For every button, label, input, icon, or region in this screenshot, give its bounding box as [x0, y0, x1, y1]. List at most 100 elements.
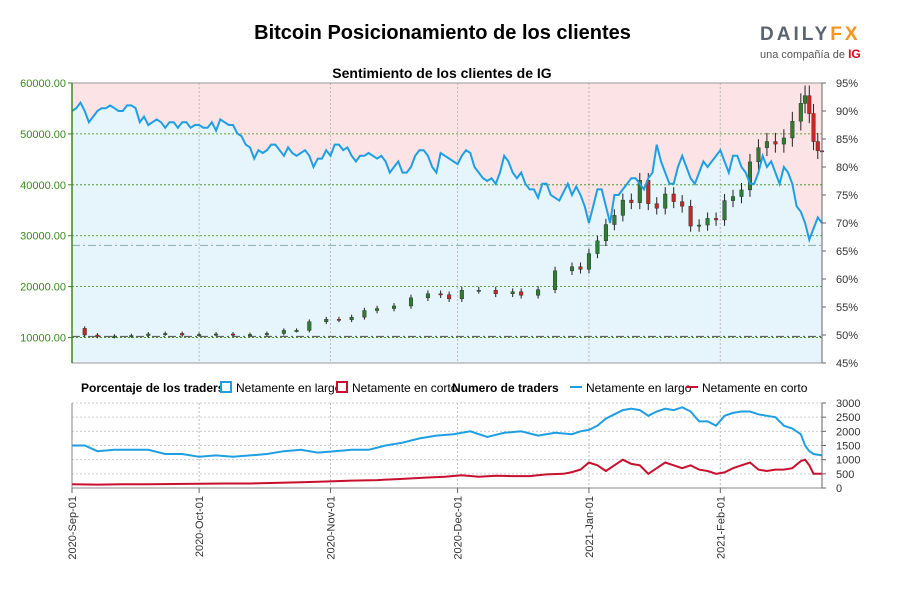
candle-body-47 — [688, 205, 693, 227]
sentiment-tick-label-4: 65% — [836, 246, 858, 258]
candle-body-2 — [95, 334, 100, 337]
chart-subtitle: Sentimiento de los clientes de IG — [332, 65, 551, 81]
sentiment-axis: 45% 50% 55% 60% 65% 70% 75% 80% 85% 90% 95% — [821, 78, 858, 370]
candle-body-33 — [570, 266, 575, 272]
candle-body-28 — [493, 290, 498, 294]
sentiment-tick-label-9: 90% — [836, 106, 858, 118]
legend-pct-heading: Porcentaje de los traders — [81, 381, 225, 395]
candle-body-1 — [82, 328, 87, 336]
candle-body-34 — [578, 266, 583, 270]
price-tick-label-0: 10000.00 — [20, 333, 66, 345]
sentiment-line — [71, 100, 823, 244]
date-tick-label-4: 2021-Jan-01 — [584, 496, 596, 558]
candle-body-5 — [146, 333, 151, 336]
candle-body-25 — [447, 294, 452, 300]
price-tick-label-2: 30000.00 — [20, 231, 66, 243]
candle-body-20 — [375, 308, 380, 311]
legend: Porcentaje de los traders Netamente en l… — [81, 381, 808, 395]
candle-body-32 — [553, 270, 558, 290]
candle-body-60 — [798, 103, 803, 122]
reference-lines — [72, 244, 822, 338]
candle-body-58 — [781, 137, 786, 145]
candle-body-43 — [654, 203, 659, 209]
candle-body-27 — [476, 290, 481, 292]
sentiment-tick-label-0: 45% — [836, 358, 858, 370]
candle-body-40 — [629, 199, 634, 203]
candle-body-15 — [307, 321, 312, 331]
date-tick-label-0: 2020-Sep-01 — [67, 496, 79, 560]
candle-body-6 — [163, 333, 168, 335]
sentiment-tick-label-3: 60% — [836, 274, 858, 286]
legend-pct-long: Netamente en largo — [236, 381, 342, 395]
candle-body-21 — [392, 305, 397, 309]
brand-logo-b: FX — [830, 24, 861, 45]
candle-body-13 — [281, 330, 286, 334]
traders-gridlines — [71, 402, 822, 489]
ig-mark: IG — [848, 47, 861, 61]
candle-body-56 — [764, 141, 769, 148]
candle-body-14 — [294, 330, 299, 332]
traders-short-line — [71, 458, 822, 486]
candle-body-3 — [112, 335, 117, 338]
date-tick-label-5: 2021-Feb-01 — [715, 496, 727, 559]
date-tick-label-1: 2020-Oct-01 — [194, 496, 206, 557]
candle-body-52 — [731, 196, 736, 201]
traders-tick-label-0: 0 — [836, 483, 842, 495]
candle-body-23 — [425, 293, 430, 299]
candle-body-9 — [214, 333, 219, 336]
candle-body-24 — [438, 293, 443, 296]
candle-body-31 — [536, 289, 541, 296]
sentiment-tick-label-10: 95% — [836, 78, 858, 90]
candle-body-62 — [807, 95, 812, 114]
candle-body-30 — [519, 291, 524, 296]
traders-tick-label-5: 2500 — [836, 412, 860, 424]
candle-body-55 — [756, 147, 761, 163]
candle-body-49 — [705, 218, 710, 226]
traders-tick-label-3: 1500 — [836, 441, 860, 453]
candle-body-22 — [408, 297, 413, 307]
price-tick-label-1: 20000.00 — [20, 282, 66, 294]
candle-body-38 — [612, 215, 617, 225]
page-title: Bitcoin Posicionamiento de los clientes — [254, 22, 631, 44]
candle-body-7 — [180, 333, 185, 336]
candle-body-51 — [722, 200, 727, 221]
candle-body-4 — [129, 335, 134, 337]
candle-body-11 — [247, 334, 252, 336]
candle-body-18 — [349, 316, 354, 320]
dailyfx-logo: DAILYFX una compañía de IG — [760, 24, 870, 61]
candle-body-44 — [663, 193, 668, 209]
sentiment-tick-label-1: 50% — [836, 330, 858, 342]
sentiment-tick-label-2: 55% — [836, 302, 858, 314]
traders-long-line — [72, 406, 823, 458]
candle-body-63 — [811, 113, 816, 142]
sentiment-tick-label-7: 80% — [836, 162, 858, 174]
legend-num-short: Netamente en corto — [702, 381, 808, 395]
legend-num-long: Netamente en largo — [586, 381, 692, 395]
candle-body-10 — [231, 333, 236, 336]
candle-body-46 — [680, 201, 685, 207]
candle-body-8 — [197, 334, 202, 336]
traders-tick-label-6: 3000 — [836, 398, 860, 410]
date-tick-label-2: 2020-Nov-01 — [325, 496, 337, 560]
legend-pct-short: Netamente en corto — [352, 381, 458, 395]
candle-body-57 — [773, 141, 778, 145]
candle-body-37 — [603, 224, 608, 242]
candle-body-61 — [803, 95, 808, 104]
legend-long-swatch — [220, 381, 232, 393]
price-tick-label-4: 50000.00 — [20, 129, 66, 141]
traders-tick-label-2: 1000 — [836, 455, 860, 467]
main-panel: 10000.00 20000.00 30000.00 40000.00 50000.00… — [20, 78, 858, 370]
price-axis: 10000.00 20000.00 30000.00 40000.00 50000.00… — [20, 78, 73, 363]
date-tick-label-3: 2020-Dec-01 — [453, 496, 465, 560]
candle-body-50 — [714, 218, 719, 221]
candle-body-35 — [586, 253, 591, 270]
date-axis: 2020-Sep-01 2020-Oct-01 2020-Nov-01 2020-De… — [67, 488, 727, 560]
candle-body-64 — [815, 141, 820, 151]
price-tick-label-5: 60000.00 — [20, 78, 66, 90]
candle-body-19 — [362, 310, 367, 318]
price-tick-label-3: 40000.00 — [20, 180, 66, 192]
sentiment-tick-label-8: 85% — [836, 134, 858, 146]
price-candles — [82, 85, 825, 339]
